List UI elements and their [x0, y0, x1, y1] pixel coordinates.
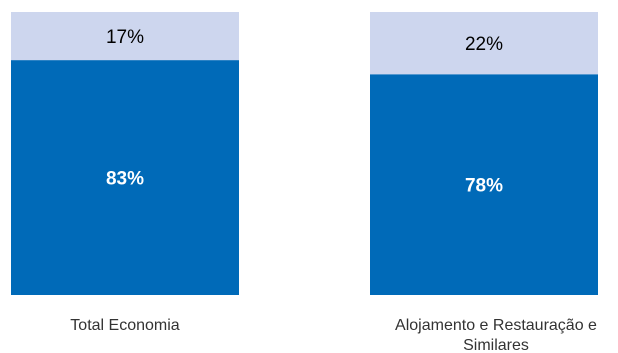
category-label-1: Total Economia [70, 317, 179, 334]
bar-segment-1-2 [370, 74, 598, 295]
bar-segment-2-2 [370, 12, 598, 75]
value-label-2-1: 17% [106, 27, 144, 48]
bar-segment-2-1 [11, 12, 239, 61]
category-label-2: Alojamento e Restauração e Similares [395, 317, 597, 353]
bars-group [11, 12, 598, 295]
bar-segment-1-1 [11, 60, 239, 295]
value-label-1-1: 83% [106, 169, 144, 190]
value-label-2-2: 22% [465, 34, 503, 55]
value-label-1-2: 78% [465, 176, 503, 197]
value-labels-group: 83% 17% 78% 22% [106, 27, 503, 197]
category-labels-group: Total Economia Alojamento e Restauração e… [70, 317, 597, 353]
